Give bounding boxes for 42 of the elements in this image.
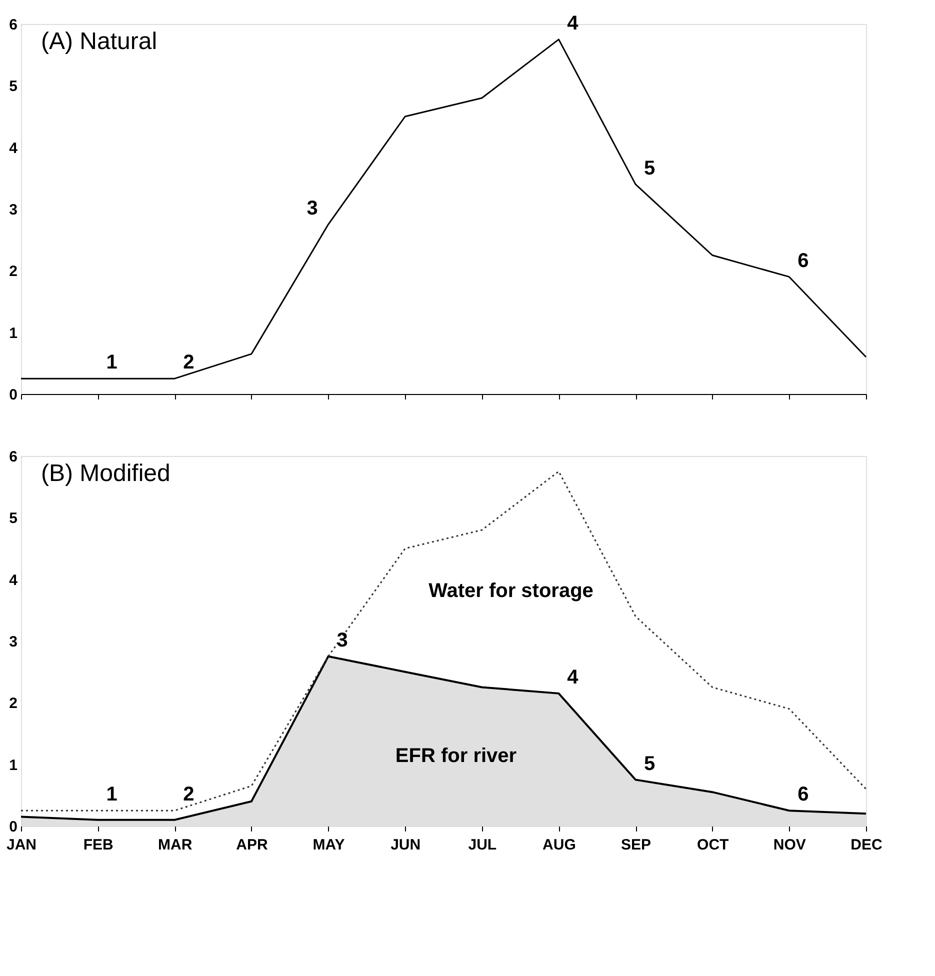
y-tick-label: 1 xyxy=(9,756,18,774)
annotation: 1 xyxy=(106,352,118,374)
y-tick-label: 0 xyxy=(9,818,18,836)
x-tick-label: JUL xyxy=(468,836,497,854)
x-tick-label: DEC xyxy=(850,836,882,854)
y-tick-label: 6 xyxy=(9,16,18,34)
annotation: 6 xyxy=(798,784,809,806)
y-tick-label: 2 xyxy=(9,263,18,280)
annotation: 2 xyxy=(183,352,194,374)
x-tick-label: MAR xyxy=(158,836,192,854)
x-tick-label: APR xyxy=(236,836,268,854)
x-tick-label: NOV xyxy=(773,836,806,854)
y-tick-label: 5 xyxy=(9,510,18,528)
y-tick-label: 4 xyxy=(9,140,18,157)
x-tick-label: JUN xyxy=(390,836,421,854)
chart-title: (B) Modified xyxy=(41,460,170,487)
x-tick-label: MAY xyxy=(312,836,345,854)
annotation: 5 xyxy=(644,752,656,775)
y-tick-label: 1 xyxy=(9,324,18,342)
x-tick-label: SEP xyxy=(621,836,652,854)
annotation: 6 xyxy=(798,250,809,272)
y-tick-label: 6 xyxy=(9,448,18,466)
annotation: 2 xyxy=(183,784,194,806)
annotation: 5 xyxy=(644,157,656,180)
annotation: 3 xyxy=(306,197,318,220)
annotation: 4 xyxy=(567,12,580,34)
y-tick-label: 0 xyxy=(9,386,18,404)
y-tick-label: 3 xyxy=(9,202,18,218)
y-tick-label: 4 xyxy=(9,572,18,589)
annotation: Water for storage xyxy=(428,580,594,602)
y-tick-label: 3 xyxy=(9,634,18,650)
annotation: 4 xyxy=(567,666,580,688)
y-tick-label: 5 xyxy=(9,78,18,96)
chart-title: (A) Natural xyxy=(41,28,158,55)
x-tick-label: OCT xyxy=(697,836,729,854)
y-tick-label: 2 xyxy=(9,695,18,712)
annotation: 3 xyxy=(336,629,348,652)
x-tick-label: FEB xyxy=(83,836,114,854)
annotation: 1 xyxy=(106,784,118,806)
annotation: EFR for river xyxy=(395,745,517,767)
x-tick-label: AUG xyxy=(542,836,576,854)
x-tick-label: JAN xyxy=(6,836,37,854)
